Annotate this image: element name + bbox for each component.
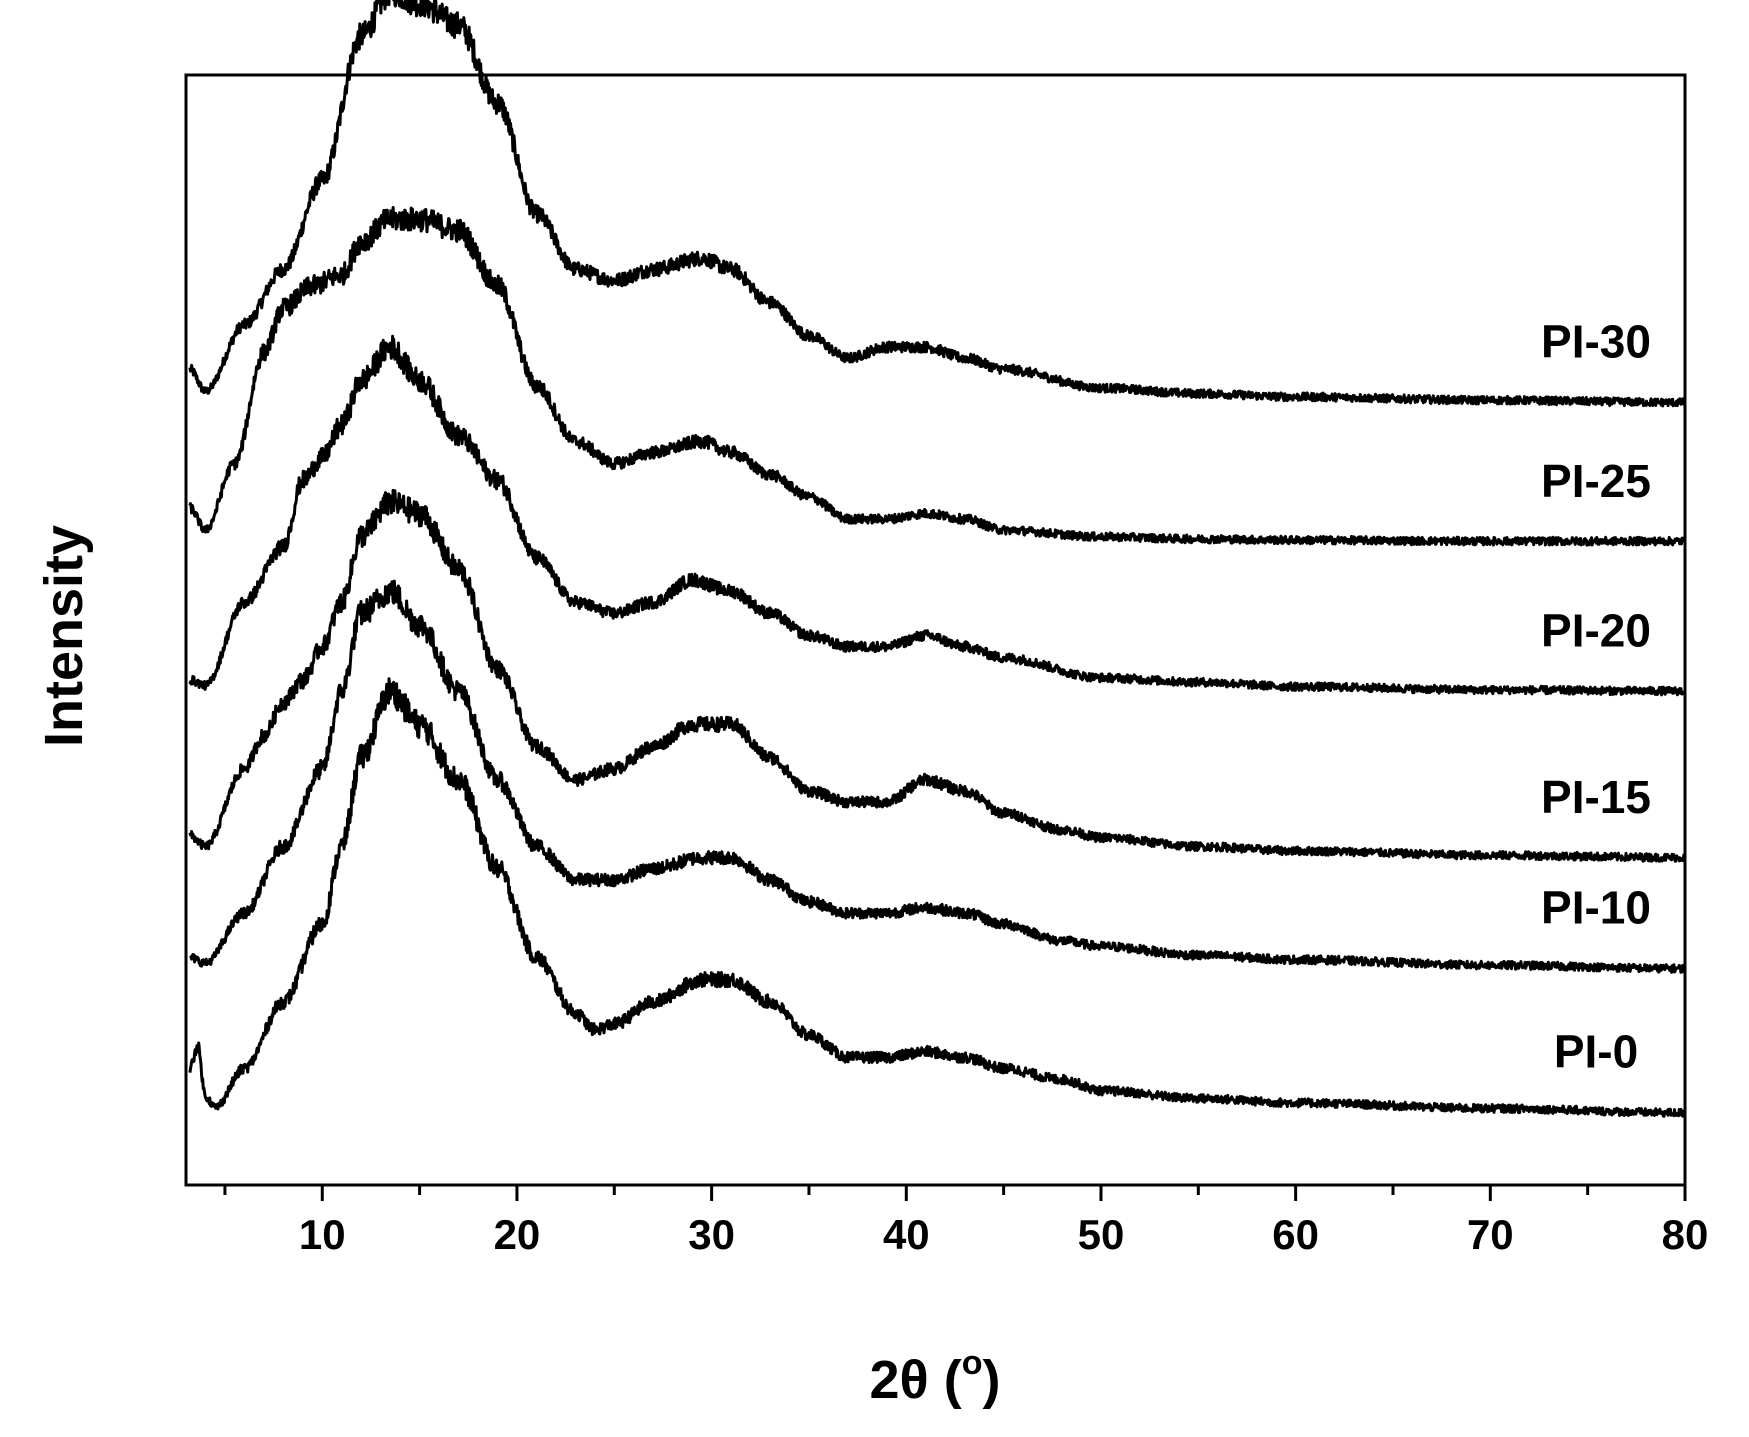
series-labels: PI-30 PI-25 PI-20 PI-15 PI-10 PI-0 xyxy=(1541,316,1651,1078)
x-axis-title-close: ) xyxy=(983,1350,1001,1410)
series-line xyxy=(188,579,1686,974)
series-label: PI-0 xyxy=(1554,1025,1638,1077)
series-line xyxy=(188,488,1687,863)
x-axis-ticks: 10 20 30 40 50 60 70 80 xyxy=(223,1185,1709,1258)
x-tick-label: 10 xyxy=(299,1211,346,1258)
plot-frame xyxy=(184,73,1687,1187)
x-axis-title-degree: o xyxy=(962,1344,983,1382)
series-line xyxy=(188,677,1687,1118)
x-axis-title-main: 2θ ( xyxy=(870,1350,962,1410)
x-tick-label: 50 xyxy=(1078,1211,1125,1258)
x-axis-title: 2θ (o) xyxy=(870,1344,1001,1410)
series-layer xyxy=(188,0,1687,1118)
series-label: PI-15 xyxy=(1541,771,1651,823)
y-axis-title: Intensity xyxy=(34,525,94,747)
series-line xyxy=(188,0,1687,408)
x-tick-label: 60 xyxy=(1272,1211,1319,1258)
x-tick-label: 80 xyxy=(1662,1211,1709,1258)
x-tick-label: 20 xyxy=(494,1211,541,1258)
series-line xyxy=(188,334,1686,697)
x-tick-label: 30 xyxy=(688,1211,735,1258)
series-line xyxy=(188,206,1687,547)
series-label: PI-25 xyxy=(1541,455,1651,507)
series-label: PI-20 xyxy=(1541,605,1651,657)
series-label: PI-30 xyxy=(1541,316,1651,368)
series-label: PI-10 xyxy=(1541,881,1651,933)
x-tick-label: 40 xyxy=(883,1211,930,1258)
x-tick-label: 70 xyxy=(1467,1211,1514,1258)
